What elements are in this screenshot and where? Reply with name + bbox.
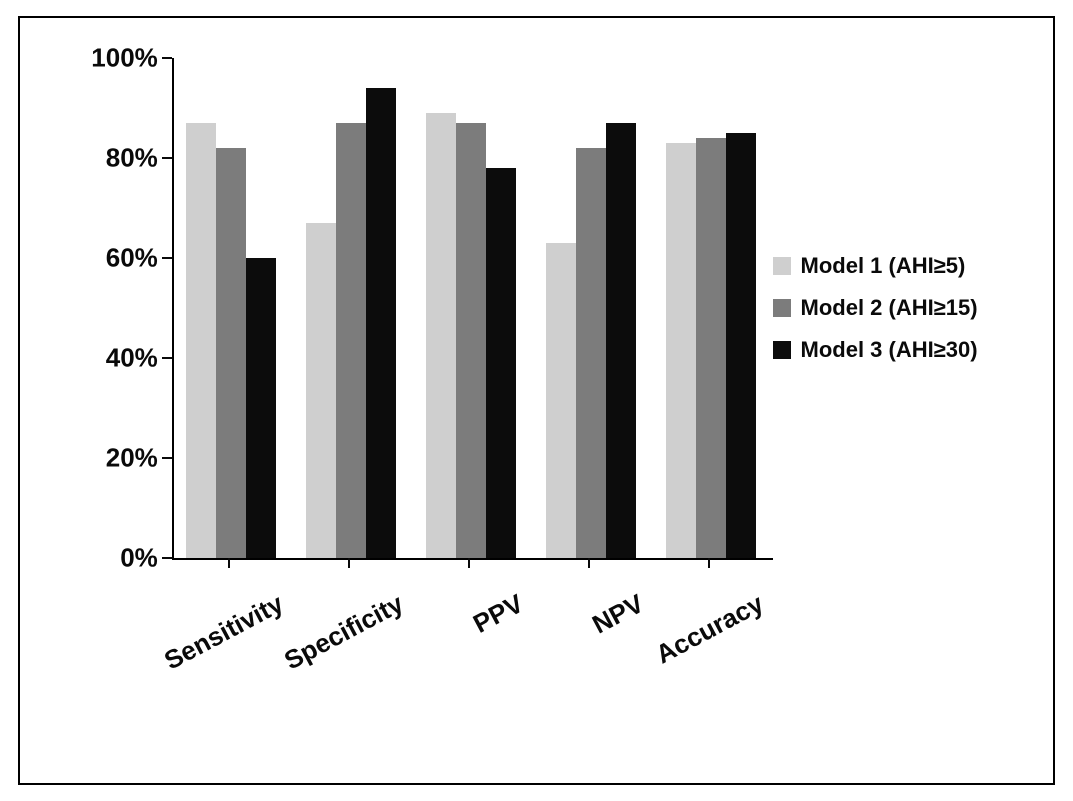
chart-frame: 0%20%40%60%80%100% Model 1 (AHI≥5)Model … [18,16,1055,785]
x-tick-label: NPV [587,588,649,640]
bar [606,123,636,558]
x-tick-label: Specificity [279,588,408,676]
y-tick-mark [162,157,172,159]
bar [246,258,276,558]
bar [336,123,366,558]
x-tick-label: PPV [468,588,528,640]
bar [696,138,726,558]
y-tick-label: 80% [106,143,158,174]
legend-item: Model 2 (AHI≥15) [773,295,1001,321]
y-tick-mark [162,457,172,459]
plot-area [172,58,773,560]
bar [726,133,756,558]
x-tick-label: Sensitivity [159,588,288,676]
plot-row: 0%20%40%60%80%100% Model 1 (AHI≥5)Model … [80,58,1000,558]
bar [546,243,576,558]
x-tick-mark [228,558,230,568]
bar-group [546,123,636,558]
legend-label: Model 1 (AHI≥5) [801,253,966,279]
bar [216,148,246,558]
x-axis: SensitivitySpecificityPPVNPVAccuracy [172,558,772,678]
legend-swatch [773,341,791,359]
y-tick-label: 100% [91,43,158,74]
bar [486,168,516,558]
bar-group [666,133,756,558]
y-tick-mark [162,357,172,359]
x-tick-mark [348,558,350,568]
y-tick-label: 0% [120,543,158,574]
y-tick-label: 20% [106,443,158,474]
bar [576,148,606,558]
bar-group [306,88,396,558]
y-tick-label: 40% [106,343,158,374]
x-tick-mark [708,558,710,568]
legend-swatch [773,299,791,317]
bar [456,123,486,558]
bar [306,223,336,558]
bar-chart: 0%20%40%60%80%100% Model 1 (AHI≥5)Model … [80,58,1000,698]
bar [426,113,456,558]
bar [186,123,216,558]
y-tick-mark [162,57,172,59]
legend-item: Model 3 (AHI≥30) [773,337,1001,363]
bar-group [186,123,276,558]
legend-swatch [773,257,791,275]
x-tick-mark [468,558,470,568]
bar [666,143,696,558]
y-axis: 0%20%40%60%80%100% [80,58,172,558]
y-tick-mark [162,257,172,259]
x-tick-mark [588,558,590,568]
x-tick-label: Accuracy [651,588,769,670]
bar [366,88,396,558]
legend-item: Model 1 (AHI≥5) [773,253,1001,279]
legend: Model 1 (AHI≥5) Model 2 (AHI≥15) Model 3 (… [773,58,1001,558]
y-tick-label: 60% [106,243,158,274]
legend-label: Model 3 (AHI≥30) [801,337,978,363]
legend-label: Model 2 (AHI≥15) [801,295,978,321]
bar-group [426,113,516,558]
y-tick-mark [162,557,172,559]
